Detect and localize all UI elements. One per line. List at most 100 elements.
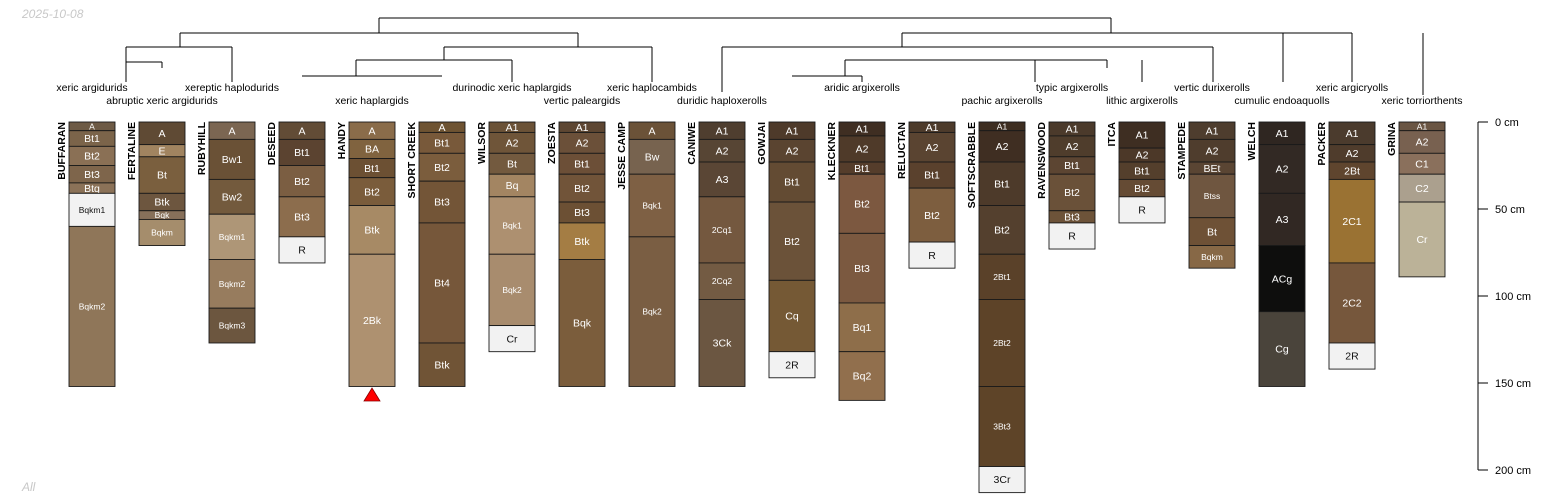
horizon-label: Btk (574, 236, 590, 248)
profile-short-creek: A Bt1 Bt2 Bt3 Bt4 Btk SHORT CREEK (406, 121, 466, 387)
horizon-label: Bqkm (151, 227, 173, 237)
profile-deseed: A Bt1 Bt2 Bt3 R DESEED (266, 121, 326, 264)
horizon-label: Bqk2 (642, 307, 662, 317)
profile-name: RAVENSWOOD (1036, 122, 1048, 199)
horizon-label: Bt1 (574, 158, 590, 170)
horizon-rect (1118, 121, 1166, 149)
horizon-label: Btq (84, 183, 100, 195)
profile-name: RELUCTAN (896, 122, 908, 179)
horizon-label: R (298, 245, 306, 257)
horizon-label: Bt2 (574, 183, 590, 195)
horizon-rect (1328, 178, 1376, 264)
horizon-label: 2C2 (1342, 298, 1361, 310)
taxon-label: xereptic haplodurids (185, 82, 279, 94)
horizon-label: Bw2 (222, 191, 243, 203)
horizon-label: A1 (1417, 121, 1428, 131)
profile-jesse-camp: A Bw Bqk1 Bqk2 JESSE CAMP (616, 121, 676, 387)
horizon-label: Bt3 (434, 197, 450, 209)
profile-stampede: A1 A2 BEt Btss Bt Bqkm STAMPEDE (1176, 121, 1236, 269)
horizon-label: A1 (1206, 125, 1219, 137)
horizon-label: Bt2 (434, 162, 450, 174)
horizon-label: 2Cq1 (712, 225, 733, 235)
horizon-label: A1 (1066, 124, 1079, 136)
horizon-label: Bt1 (994, 178, 1010, 190)
profile-name: ITCA (1106, 122, 1118, 147)
profile-caniwe: A1 A2 A3 2Cq1 2Cq2 3Ck CANIWE (686, 121, 746, 387)
horizon-label: A2 (856, 144, 869, 156)
horizon-rect (68, 192, 116, 227)
horizon-label: Btk (434, 359, 450, 371)
horizon-rect (838, 232, 886, 304)
horizon-label: Bt2 (784, 236, 800, 248)
horizon-label: Bt2 (294, 176, 310, 188)
horizon-label: 2Bt1 (993, 272, 1011, 282)
profile-name: RUBYHILL (196, 121, 208, 175)
taxon-label: vertic paleargids (544, 95, 620, 107)
profile-welch: A1 A2 A3 ACg Cg WELCH (1246, 121, 1306, 387)
horizon-label: 3Ck (713, 338, 732, 350)
horizon-label: Bt2 (1134, 183, 1150, 195)
horizon-rect (978, 466, 1026, 494)
taxon-label: abruptic xeric argidurids (106, 95, 217, 107)
horizon-label: Bt2 (924, 210, 940, 222)
horizon-label: A1 (716, 125, 729, 137)
horizon-rect (558, 173, 606, 203)
horizon-rect (978, 130, 1026, 163)
horizon-label: A2 (1416, 137, 1429, 149)
footer-label: All (22, 480, 36, 494)
horizon-rect (908, 131, 956, 163)
horizon-label: R (1138, 205, 1146, 217)
axis-tick-label: 0 cm (1495, 117, 1519, 129)
horizon-label: Bqkm3 (219, 321, 246, 331)
horizon-label: A2 (576, 138, 589, 150)
taxon-label: aridic argixerolls (824, 82, 900, 94)
horizon-label: Btss (1204, 191, 1221, 201)
horizon-label: Bt4 (434, 278, 450, 290)
horizon-label: A1 (1346, 128, 1359, 140)
horizon-label: A2 (786, 145, 799, 157)
axis-tick-label: 200 cm (1495, 465, 1531, 477)
horizon-label: Bt1 (434, 138, 450, 150)
horizon-label: Bt2 (994, 225, 1010, 237)
horizon-label: 3Cr (994, 474, 1011, 486)
taxon-label: xeric argicryolls (1316, 82, 1388, 94)
profile-name: STAMPEDE (1176, 122, 1188, 180)
horizon-rect (488, 196, 536, 255)
horizon-label: Bq (506, 180, 519, 192)
horizon-label: R (1068, 231, 1076, 243)
horizon-label: Bt1 (84, 133, 100, 145)
horizon-label: Bq1 (853, 322, 872, 334)
taxon-label: typic argixerolls (1036, 82, 1108, 94)
horizon-label: A3 (1276, 214, 1289, 226)
horizon-label: Bt (1207, 226, 1217, 238)
horizon-label: Btk (154, 197, 170, 209)
horizon-rect (978, 299, 1026, 387)
horizon-label: Bt3 (1064, 212, 1080, 224)
horizon-rect (628, 236, 676, 387)
horizon-label: Bt3 (854, 263, 870, 275)
horizon-label: 2R (785, 359, 799, 371)
taxon-label: xeric torriorthents (1381, 95, 1462, 107)
taxon-label: xeric haplargids (335, 95, 409, 107)
horizon-rect (208, 178, 256, 215)
axis-tick-label: 100 cm (1495, 291, 1531, 303)
horizon-label: A2 (716, 145, 729, 157)
horizon-label: A (158, 128, 165, 140)
taxon-label: cumulic endoaquolls (1234, 95, 1329, 107)
horizon-label: A (368, 125, 375, 137)
horizon-label: Bqkm1 (219, 232, 246, 242)
axis-tick-label: 50 cm (1495, 204, 1525, 216)
horizon-label: Bw1 (222, 154, 243, 166)
horizon-label: A2 (1066, 141, 1079, 153)
profile-name: JESSE CAMP (616, 122, 628, 190)
profile-packer: A1 A2 2Bt 2C1 2C2 2R PACKER (1316, 121, 1376, 370)
horizon-label: A1 (786, 125, 799, 137)
horizon-label: 2R (1345, 351, 1359, 363)
horizon-label: Bt3 (294, 212, 310, 224)
profile-name: FERTALINE (126, 122, 138, 180)
horizon-rect (978, 205, 1026, 255)
horizon-rect (978, 386, 1026, 467)
profile-softscrabble: A1 A2 Bt1 Bt2 2Bt1 2Bt2 3Bt3 3Cr SOFTSCRABBLE (966, 121, 1026, 494)
